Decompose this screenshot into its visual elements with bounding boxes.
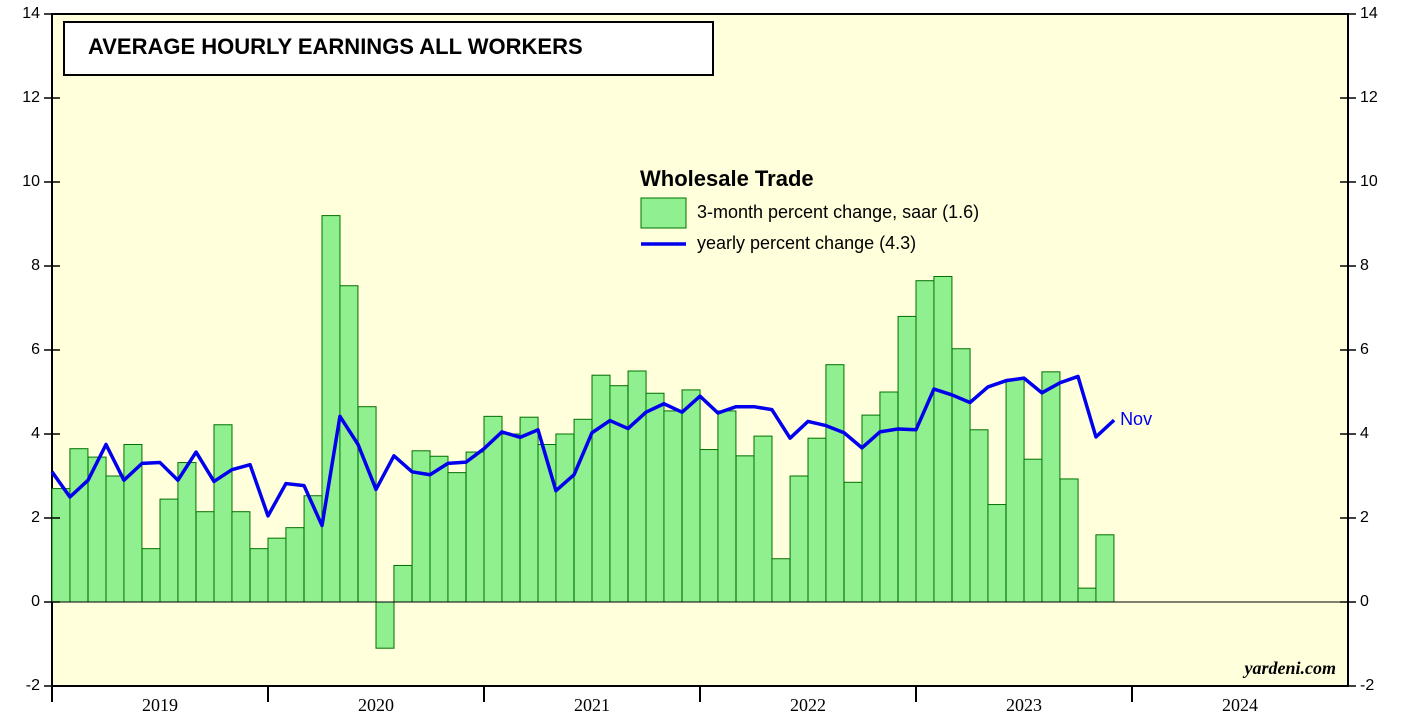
bar — [1023, 458, 1043, 603]
x-tick-label: 2019 — [142, 695, 178, 715]
y-tick-label-right: -2 — [1360, 677, 1374, 694]
y-tick-label: 6 — [31, 341, 40, 358]
bar — [501, 433, 521, 603]
y-tick-label-right: 2 — [1360, 509, 1369, 526]
bar — [897, 315, 917, 603]
bar — [915, 280, 935, 603]
y-tick-label: 0 — [31, 593, 40, 610]
x-tick-label: 2023 — [1006, 695, 1042, 715]
bar — [87, 456, 107, 603]
bar — [573, 418, 593, 603]
bar — [645, 392, 665, 603]
annotation: Nov — [1120, 409, 1152, 429]
y-tick-label-right: 12 — [1360, 89, 1378, 106]
bar — [717, 410, 737, 603]
bar — [1077, 587, 1097, 603]
y-tick-label: 14 — [22, 5, 40, 22]
bar — [825, 364, 845, 603]
y-tick-label: 10 — [22, 173, 40, 190]
y-tick-label-right: 6 — [1360, 341, 1369, 358]
bar — [375, 601, 395, 649]
x-tick-label: 2020 — [358, 695, 394, 715]
source: yardeni.com — [1243, 658, 1337, 678]
chart-title: AVERAGE HOURLY EARNINGS ALL WORKERS — [88, 34, 583, 59]
y-tick-label-right: 0 — [1360, 593, 1369, 610]
y-tick-label-right: 10 — [1360, 173, 1378, 190]
bar — [933, 276, 953, 603]
bar — [627, 370, 647, 603]
bar — [141, 548, 161, 603]
y-tick-label-right: 4 — [1360, 425, 1369, 442]
bar — [159, 498, 179, 603]
bar — [699, 449, 719, 603]
legend-label: 3-month percent change, saar (1.6) — [697, 202, 979, 222]
bar — [213, 424, 233, 603]
bar — [429, 455, 449, 603]
y-tick-label: 2 — [31, 509, 40, 526]
bar — [51, 488, 71, 603]
bar — [951, 348, 971, 603]
x-tick-label: 2022 — [790, 695, 826, 715]
bar — [789, 475, 809, 603]
bar — [177, 462, 197, 603]
legend-label: yearly percent change (4.3) — [697, 233, 916, 253]
y-tick-label: 4 — [31, 425, 40, 442]
y-tick-label-right: 8 — [1360, 257, 1369, 274]
x-tick-label: 2021 — [574, 695, 610, 715]
legend-swatch — [640, 197, 687, 229]
bar — [1041, 371, 1061, 603]
bar — [807, 437, 827, 603]
y-tick-label: 8 — [31, 257, 40, 274]
bar — [69, 448, 89, 603]
bar — [1005, 378, 1025, 603]
bar — [231, 511, 251, 603]
bar — [987, 504, 1007, 603]
line — [50, 374, 1116, 528]
bar — [969, 429, 989, 603]
bar — [681, 389, 701, 603]
bar — [393, 564, 413, 603]
bar — [879, 391, 899, 603]
y-tick-label: 12 — [22, 89, 40, 106]
bar-series — [51, 215, 1115, 649]
bar — [519, 416, 539, 603]
bar — [537, 444, 557, 603]
bar — [249, 548, 269, 603]
bar — [195, 511, 215, 603]
x-tick-label: 2024 — [1222, 695, 1258, 715]
bar — [447, 472, 467, 603]
bar — [321, 215, 341, 603]
bar — [303, 495, 323, 603]
y-tick-label: -2 — [26, 677, 40, 694]
bar — [591, 374, 611, 603]
bar — [1095, 534, 1115, 603]
bar — [1059, 478, 1079, 603]
bar — [339, 285, 359, 603]
marks — [50, 215, 1348, 649]
bar — [843, 481, 863, 603]
bar — [735, 455, 755, 603]
bar — [555, 433, 575, 603]
bar — [285, 527, 305, 603]
y-tick-label-right: 14 — [1360, 5, 1378, 22]
bar — [105, 475, 125, 603]
legend-title: Wholesale Trade — [640, 166, 814, 191]
bar — [465, 451, 485, 603]
bar — [609, 385, 629, 603]
bar — [771, 558, 791, 603]
bar — [267, 537, 287, 603]
bar — [753, 435, 773, 603]
bar — [357, 406, 377, 603]
bar — [663, 410, 683, 603]
title-box — [63, 21, 714, 76]
